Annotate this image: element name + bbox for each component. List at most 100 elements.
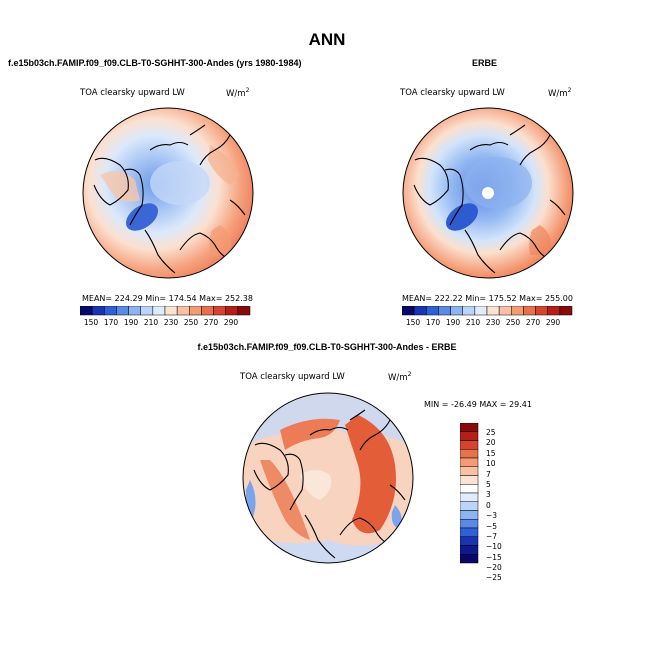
model-map-border (82, 107, 254, 279)
diff-polar-map (242, 392, 414, 564)
colorbar-box (460, 484, 479, 494)
model-siberia-field (208, 145, 240, 185)
model-arctic-ocean-field (150, 161, 210, 205)
colorbar-box (523, 306, 536, 316)
diff-colorbar-label: −25 (486, 573, 502, 583)
obs-arctic-ocean-field (464, 157, 532, 209)
colorbar-box (104, 306, 117, 316)
colorbar-box (460, 527, 479, 537)
obs-colorbar-label: 270 (525, 318, 541, 327)
obs-coastlines (413, 124, 566, 274)
diff-colorbar-label: 5 (486, 479, 491, 489)
diff-colorbar-label: 10 (486, 459, 496, 469)
colorbar-box (460, 449, 479, 459)
model-colorbar-label: 170 (103, 318, 119, 327)
colorbar-box (426, 306, 439, 316)
model-colorbar-label: 250 (183, 318, 199, 327)
colorbar-box (547, 306, 561, 316)
obs-colorbar-label: 150 (405, 318, 421, 327)
diff-colorbar-label: −3 (486, 511, 498, 521)
colorbar-box (164, 306, 178, 316)
diff-america-positive (260, 460, 310, 540)
diff-stats: MIN = -26.49 MAX = 29.41 (424, 400, 532, 409)
model-north-america-field (100, 171, 140, 202)
colorbar-box (460, 536, 479, 546)
diff-colorbar-label: 3 (486, 490, 491, 500)
model-polar-map (82, 107, 254, 279)
diff-colorbar (460, 423, 479, 564)
diff-variable-label: TOA clearsky upward LW (240, 372, 345, 382)
model-coastlines (93, 124, 246, 274)
obs-colorbar (402, 306, 573, 316)
diff-colorbar-label: 15 (486, 448, 496, 458)
diff-units-label: W/m2 (388, 371, 412, 383)
colorbar-box (460, 510, 479, 520)
model-colorbar-label: 210 (143, 318, 159, 327)
colorbar-box (460, 519, 479, 529)
obs-colorbar-label: 290 (545, 318, 561, 327)
colorbar-box (460, 545, 479, 555)
obs-variable-label: TOA clearsky upward LW (400, 88, 505, 98)
obs-units-label: W/m2 (548, 87, 572, 99)
obs-europe-field (529, 225, 552, 255)
colorbar-box (460, 431, 479, 441)
colorbar-box (402, 306, 415, 316)
colorbar-box (116, 306, 129, 316)
obs-colorbar-label: 170 (425, 318, 441, 327)
colorbar-box (201, 306, 214, 316)
colorbar-box (460, 457, 479, 467)
diff-pole-neutral (300, 470, 332, 500)
obs-polar-map (402, 107, 574, 279)
obs-polar-hole (482, 187, 494, 199)
colorbar-box (486, 306, 500, 316)
colorbar-box (176, 306, 190, 316)
obs-colorbar-labels: 150 170 190 210 230 250 270 290 (403, 318, 563, 327)
diff-colorbar-label: −15 (486, 552, 502, 562)
model-variable-label: TOA clearsky upward LW (80, 88, 185, 98)
colorbar-box (474, 306, 488, 316)
model-units-label: W/m2 (226, 87, 250, 99)
colorbar-box (460, 475, 479, 485)
model-stats: MEAN= 224.29 Min= 174.54 Max= 252.38 (82, 294, 253, 303)
model-colorbar-label: 290 (223, 318, 239, 327)
colorbar-box (559, 306, 573, 316)
obs-colorbar-label: 230 (485, 318, 501, 327)
model-colorbar (80, 306, 251, 316)
diff-colorbar-labels: 25 20 15 10 7 5 3 0 −3 −5 −7 −10 −15 −20… (486, 428, 502, 584)
diff-case-title: f.e15b03ch.FAMIP.f09_f09.CLB-T0-SGHHT-30… (197, 342, 457, 352)
diff-colorbar-label: −5 (486, 521, 498, 531)
colorbar-box (460, 423, 479, 432)
diff-colorbar-label: 25 (486, 428, 496, 437)
colorbar-box (91, 306, 105, 316)
model-colorbar-label: 190 (123, 318, 139, 327)
obs-greenland-minimum (445, 203, 479, 231)
model-colorbar-labels: 150 170 190 210 230 250 270 290 (81, 318, 241, 327)
model-colorbar-boxes (80, 306, 251, 316)
diff-eurasia-positive (345, 415, 396, 534)
diff-colorbar-label: −20 (486, 563, 502, 573)
diff-colorbar-label: −10 (486, 542, 502, 552)
colorbar-box (140, 306, 154, 316)
obs-colorbar-boxes (402, 306, 573, 316)
diff-colorbar-label: 20 (486, 438, 496, 448)
colorbar-box (462, 306, 476, 316)
model-colorbar-label: 270 (203, 318, 219, 327)
colorbar-box (80, 306, 93, 316)
colorbar-box (225, 306, 239, 316)
model-colorbar-label: 150 (83, 318, 99, 327)
obs-stats: MEAN= 222.22 Min= 175.52 Max= 255.00 (402, 294, 573, 303)
diff-colorbar-boxes (460, 423, 479, 564)
diff-coastlines (253, 409, 406, 559)
colorbar-box (498, 306, 512, 316)
colorbar-box (460, 501, 479, 511)
obs-case-title: ERBE (472, 58, 498, 68)
colorbar-box (460, 440, 479, 450)
model-europe-field (209, 225, 232, 255)
colorbar-box (535, 306, 548, 316)
obs-colorbar-label: 210 (465, 318, 481, 327)
diff-colorbar-label: 0 (486, 500, 491, 510)
colorbar-box (413, 306, 427, 316)
colorbar-box (438, 306, 451, 316)
model-case-title: f.e15b03ch.FAMIP.f09_f09.CLB-T0-SGHHT-30… (8, 58, 302, 68)
obs-colorbar-label: 250 (505, 318, 521, 327)
